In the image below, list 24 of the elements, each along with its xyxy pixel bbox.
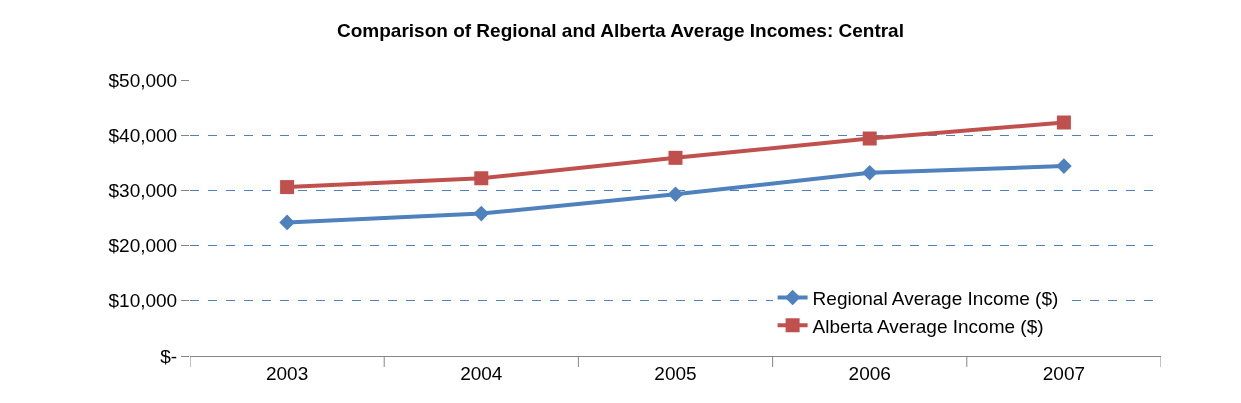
point (1056, 158, 1072, 174)
y-tick-label: $30,000 (108, 180, 178, 202)
y-tick-label: $50,000 (108, 69, 178, 91)
y-tick-label: $20,000 (108, 235, 178, 257)
x-tick-label: 2005 (654, 362, 697, 384)
y-tick-label: $40,000 (108, 124, 178, 146)
point (668, 150, 683, 165)
x-tick-label: 2003 (265, 362, 309, 384)
point (862, 131, 877, 146)
x-tick-label: 2006 (848, 362, 891, 384)
point (1056, 115, 1071, 130)
y-tick-label: $- (160, 345, 178, 367)
x-tick-label: 2004 (460, 362, 503, 384)
point (861, 164, 878, 181)
point (473, 205, 490, 222)
legend-label: Alberta Average Income ($) (812, 315, 1044, 337)
legend-label: Regional Average Income ($) (812, 287, 1059, 309)
chart-title: Comparison of Regional and Alberta Average Incomes: Central (337, 20, 904, 42)
point (280, 180, 295, 195)
point (474, 171, 489, 186)
point (279, 214, 295, 231)
x-tick-label: 2007 (1042, 362, 1086, 384)
point (667, 186, 684, 203)
y-tick-label: $10,000 (108, 290, 178, 312)
